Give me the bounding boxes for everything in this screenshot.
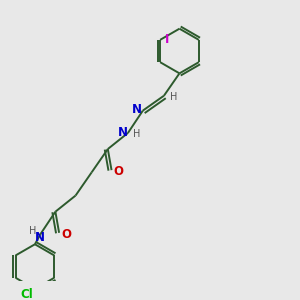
Text: O: O [113,165,123,178]
Text: I: I [165,33,169,46]
Text: N: N [132,103,142,116]
Text: N: N [34,231,45,244]
Text: N: N [117,126,128,139]
Text: O: O [61,228,71,241]
Text: H: H [29,226,36,236]
Text: H: H [169,92,177,102]
Text: H: H [133,130,140,140]
Text: Cl: Cl [21,288,34,300]
